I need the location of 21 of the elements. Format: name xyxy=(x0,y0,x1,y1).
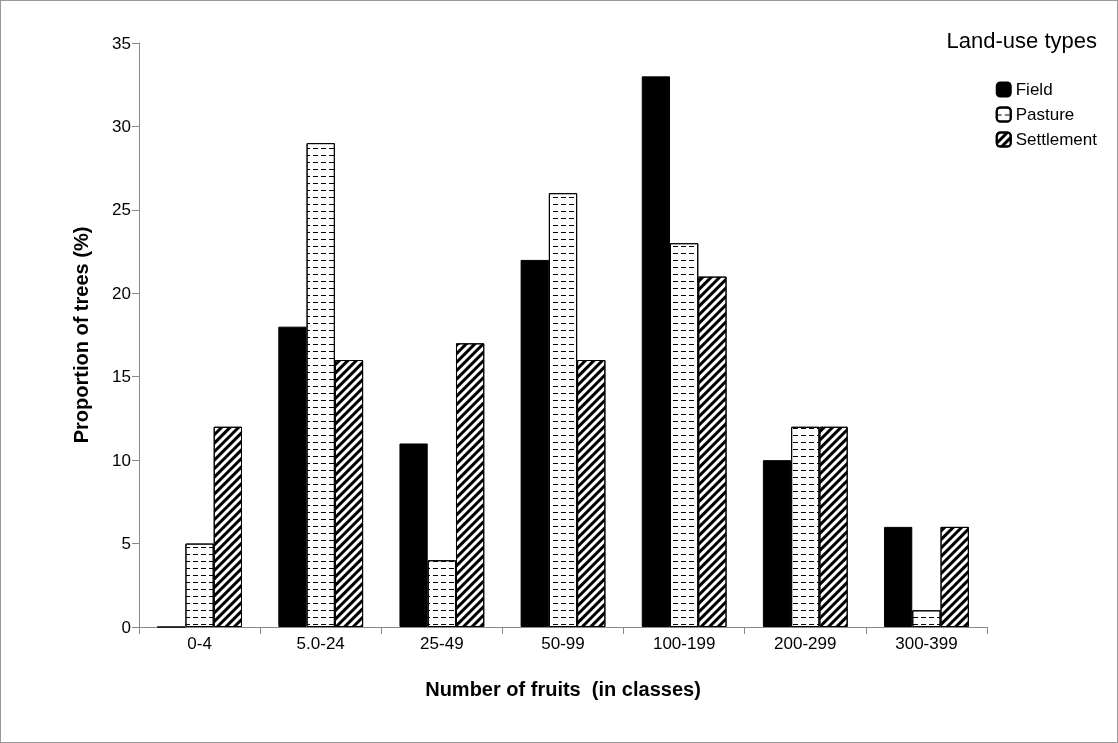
x-tick-label: 100-199 xyxy=(652,634,716,653)
legend-label: Settlement xyxy=(1015,130,1098,149)
x-tick-label: 200-299 xyxy=(774,634,837,653)
y-tick-label: 20 xyxy=(112,283,131,303)
legend-label: Pasture xyxy=(1015,105,1075,124)
x-tick-label: 25-49 xyxy=(420,634,464,653)
x-tick-label: 0-4 xyxy=(187,634,212,653)
legend-label: Field xyxy=(1015,80,1053,99)
y-tick-label: 0 xyxy=(121,617,131,637)
y-tick-label: 5 xyxy=(121,534,131,554)
legend-title: Land-use types xyxy=(946,27,1097,53)
x-tick-label: 5.0-24 xyxy=(296,634,345,653)
x-axis-title: Number of fruits (in classes) xyxy=(425,678,701,700)
y-tick-label: 35 xyxy=(112,33,131,53)
y-axis-title: Proportion of trees (%) xyxy=(70,226,92,444)
y-tick-label: 30 xyxy=(112,116,131,136)
x-tick-label: 50-99 xyxy=(541,634,585,653)
y-tick-label: 25 xyxy=(112,200,131,220)
x-tick-label: 300-399 xyxy=(895,634,958,653)
y-tick-label: 15 xyxy=(112,367,131,387)
y-tick-label: 10 xyxy=(112,450,131,470)
